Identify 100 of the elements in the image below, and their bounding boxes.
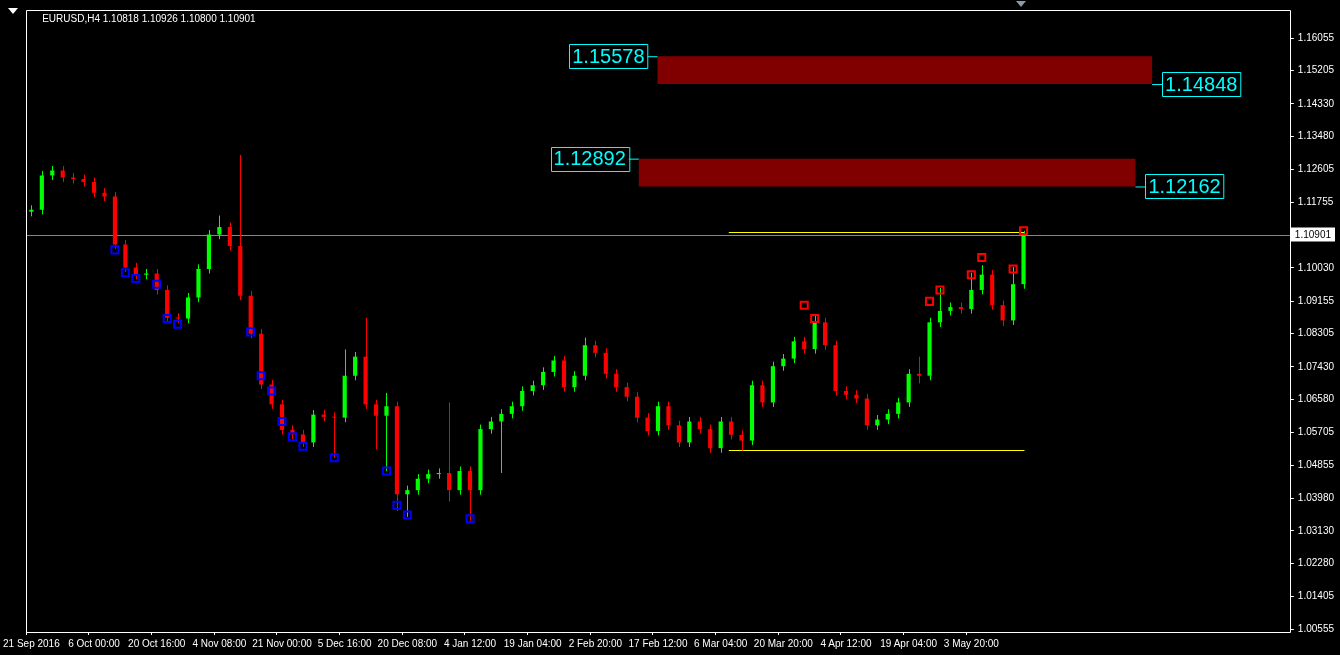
band-label: 1.15578 bbox=[572, 44, 645, 67]
point bbox=[1019, 226, 1029, 236]
y-tick-label: 1.03980 bbox=[1297, 492, 1335, 504]
point bbox=[277, 416, 287, 427]
candlestick bbox=[123, 239, 128, 273]
point bbox=[392, 500, 402, 510]
point bbox=[799, 300, 809, 310]
candlestick bbox=[457, 465, 462, 496]
x-tick-label: 4 Apr 12:00 bbox=[820, 637, 873, 649]
point bbox=[256, 371, 266, 381]
annotation: 1.14848 bbox=[1165, 72, 1238, 95]
point bbox=[935, 285, 945, 295]
y-tick-label: 1.11755 bbox=[1297, 195, 1334, 207]
y-tick-label: 1.02280 bbox=[1297, 557, 1335, 569]
y-tick-label: 1.16055 bbox=[1297, 31, 1335, 43]
x-tick-label: 17 Feb 12:00 bbox=[628, 637, 688, 649]
y-tick-label: 1.07430 bbox=[1297, 360, 1335, 372]
candlestick bbox=[760, 380, 765, 408]
candlestick bbox=[687, 416, 692, 448]
point bbox=[246, 327, 256, 337]
point bbox=[810, 313, 820, 324]
y-tick-label: 1.09155 bbox=[1297, 294, 1335, 306]
point bbox=[925, 296, 935, 306]
annotation: 1.12162 bbox=[1148, 175, 1221, 198]
point bbox=[152, 279, 162, 289]
x-tick-label: 19 Jan 04:00 bbox=[503, 637, 563, 649]
band-label: 1.12892 bbox=[553, 147, 626, 170]
point bbox=[131, 273, 141, 284]
x-tick-label: 20 Dec 08:00 bbox=[377, 637, 438, 649]
candlestick bbox=[1000, 300, 1005, 327]
point bbox=[173, 319, 183, 329]
x-tick-label: 20 Mar 20:00 bbox=[753, 637, 814, 649]
point bbox=[120, 268, 130, 278]
candlestick bbox=[791, 336, 796, 364]
candlestick bbox=[635, 391, 640, 423]
point bbox=[267, 386, 277, 396]
candlestick bbox=[729, 416, 734, 440]
candlestick bbox=[551, 355, 556, 377]
candlestick bbox=[217, 215, 222, 240]
ref-line-label: 1.10901 bbox=[1294, 228, 1332, 240]
candlestick bbox=[917, 356, 922, 384]
candlestick bbox=[823, 317, 828, 351]
y-tick-label: 1.15205 bbox=[1297, 64, 1335, 76]
y-tick-label: 1.00555 bbox=[1297, 622, 1335, 634]
point bbox=[298, 441, 308, 451]
point bbox=[402, 510, 412, 520]
x-tick-label: 2 Feb 20:00 bbox=[568, 637, 623, 649]
candlestick bbox=[447, 401, 452, 503]
y-tick-label: 1.08305 bbox=[1297, 327, 1335, 339]
y-tick-label: 1.04855 bbox=[1297, 458, 1335, 470]
y-tick-label: 1.01405 bbox=[1297, 590, 1335, 602]
y-tick-label: 1.10030 bbox=[1297, 261, 1335, 273]
point bbox=[381, 466, 392, 476]
candlestick bbox=[937, 287, 943, 328]
candlestick bbox=[603, 347, 608, 379]
candlestick bbox=[739, 429, 744, 451]
x-tick-label: 20 Oct 16:00 bbox=[128, 637, 186, 649]
point bbox=[465, 514, 475, 524]
y-tick-label: 1.03130 bbox=[1297, 524, 1335, 536]
point bbox=[329, 453, 339, 463]
x-tick-label: 6 Mar 04:00 bbox=[693, 637, 748, 649]
candlestick bbox=[520, 385, 525, 412]
x-tick-label: 21 Nov 00:00 bbox=[252, 637, 313, 649]
candlestick bbox=[666, 401, 671, 431]
point bbox=[287, 432, 298, 442]
candlestick bbox=[896, 397, 901, 419]
x-tick-label: 4 Jan 12:00 bbox=[443, 637, 497, 649]
candlestick bbox=[415, 473, 420, 496]
x-tick-label: 4 Nov 08:00 bbox=[192, 637, 247, 649]
y-tick-label: 1.12605 bbox=[1297, 163, 1335, 175]
x-tick-label: 6 Oct 00:00 bbox=[68, 637, 121, 649]
candlestick bbox=[227, 221, 232, 252]
candlestick bbox=[467, 465, 473, 522]
point bbox=[110, 245, 120, 255]
point bbox=[977, 252, 987, 263]
candlestick bbox=[91, 176, 97, 198]
y-tick-label: 1.14330 bbox=[1297, 97, 1335, 109]
chart-title: EURUSD,H4 1.10818 1.10926 1.10800 1.10901 bbox=[42, 12, 257, 24]
candlestick bbox=[384, 392, 389, 472]
candlestick bbox=[572, 370, 577, 393]
y-tick-label: 1.13480 bbox=[1297, 129, 1335, 141]
candlestick bbox=[541, 366, 546, 391]
point bbox=[966, 270, 976, 280]
candlestick bbox=[676, 420, 681, 448]
x-tick-label: 19 Apr 04:00 bbox=[880, 637, 938, 649]
y-tick-label: 1.05705 bbox=[1297, 426, 1335, 438]
candlestick bbox=[624, 382, 629, 402]
candlestick bbox=[185, 292, 191, 324]
x-tick-label: 21 Sep 2016 bbox=[3, 637, 61, 649]
candlestick bbox=[353, 351, 358, 381]
x-tick-label: 5 Dec 16:00 bbox=[317, 637, 373, 649]
candlestick bbox=[614, 368, 619, 393]
x-tick-label: 3 May 20:00 bbox=[943, 637, 1000, 649]
candlestick bbox=[373, 399, 379, 450]
candlestick bbox=[645, 412, 650, 437]
candlestick bbox=[708, 424, 713, 454]
point bbox=[162, 313, 172, 324]
point bbox=[1008, 264, 1018, 274]
candlestick bbox=[332, 411, 337, 459]
candlestick bbox=[979, 264, 984, 295]
